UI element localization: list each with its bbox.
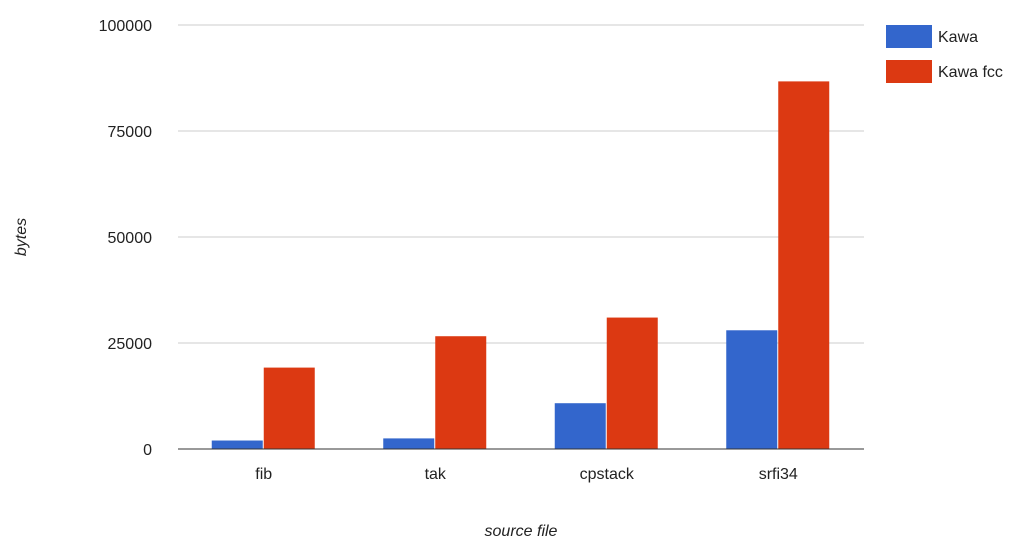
bar-kawa-srfi34 xyxy=(726,330,778,449)
bar-kawa-fcc-fib xyxy=(263,367,315,449)
bar-kawa-cpstack xyxy=(554,403,606,449)
bar-kawa-fib xyxy=(211,440,263,449)
legend-label: Kawa fcc xyxy=(938,64,1003,81)
legend-swatch-kawa xyxy=(886,25,932,48)
x-tick-label: tak xyxy=(425,466,447,483)
y-tick-label: 75000 xyxy=(108,124,153,141)
bar-kawa-fcc-srfi34 xyxy=(778,81,830,449)
bar-kawa-fcc-tak xyxy=(435,336,487,449)
y-axis-title: bytes xyxy=(13,218,30,256)
y-tick-label: 100000 xyxy=(99,18,152,35)
y-axis-ticks: 0 25000 50000 75000 100000 xyxy=(99,18,152,459)
x-axis-title: source file xyxy=(485,523,558,540)
legend-swatch-kawa-fcc xyxy=(886,60,932,83)
x-tick-label: cpstack xyxy=(580,466,635,483)
gridlines xyxy=(178,24,864,344)
legend: Kawa Kawa fcc xyxy=(886,25,1003,83)
y-tick-label: 25000 xyxy=(108,336,153,353)
bars xyxy=(211,81,830,449)
x-axis-ticks: fib tak cpstack srfi34 xyxy=(255,466,798,483)
legend-label: Kawa xyxy=(938,29,978,46)
y-tick-label: 50000 xyxy=(108,230,153,247)
x-tick-label: fib xyxy=(255,466,272,483)
bar-kawa-fcc-cpstack xyxy=(606,317,658,449)
y-tick-label: 0 xyxy=(143,442,152,459)
x-tick-label: srfi34 xyxy=(759,466,798,483)
bar-kawa-tak xyxy=(383,438,435,449)
